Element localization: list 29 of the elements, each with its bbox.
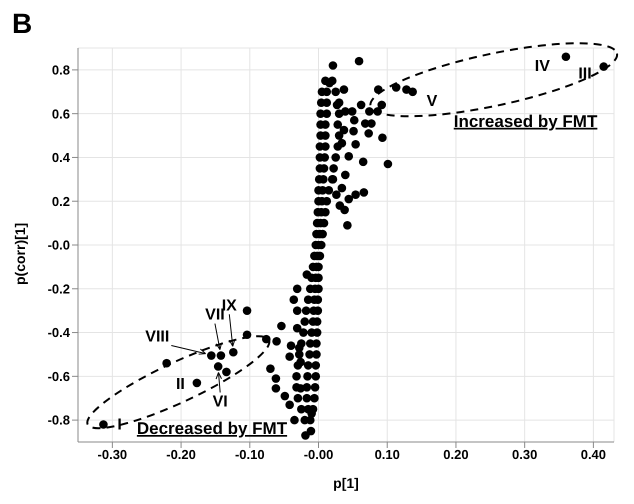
x-tick-label: 0.40 <box>580 447 606 462</box>
y-tick-label: -0.2 <box>48 281 70 296</box>
y-tick-label: -0.8 <box>48 412 70 428</box>
annotation: IV <box>534 58 550 75</box>
annotation: VIII <box>145 328 170 346</box>
y-axis-title: p(corr)[1] <box>12 222 28 285</box>
annotation: Increased by FMT <box>454 112 598 131</box>
y-tick-label: 0.2 <box>52 194 70 209</box>
annotation: V <box>426 92 438 110</box>
chart-title: B <box>12 8 32 40</box>
x-axis-title: p[1] <box>333 475 359 491</box>
y-tick-label: 0.4 <box>52 150 71 166</box>
annotation: II <box>176 376 185 393</box>
y-tick-label: -0.0 <box>48 238 70 253</box>
x-tick-label: -0.20 <box>166 447 196 462</box>
x-tick-label: 0.30 <box>512 447 538 462</box>
annotation: I <box>117 416 122 434</box>
x-tick-label: 0.10 <box>374 447 400 462</box>
x-tick-label: -0.00 <box>304 447 334 462</box>
annotation: Decreased by FMT <box>136 419 288 438</box>
annotation: III <box>578 66 592 83</box>
x-tick-label: -0.10 <box>234 447 265 462</box>
y-tick-label: 0.8 <box>52 62 70 78</box>
x-tick-label: 0.20 <box>443 447 469 462</box>
x-tick-label: -0.30 <box>98 447 128 462</box>
y-tick-label: -0.6 <box>48 368 70 384</box>
y-tick-label: 0.6 <box>52 106 70 122</box>
annotation: VI <box>212 393 228 410</box>
y-tick-label: -0.4 <box>48 325 71 340</box>
